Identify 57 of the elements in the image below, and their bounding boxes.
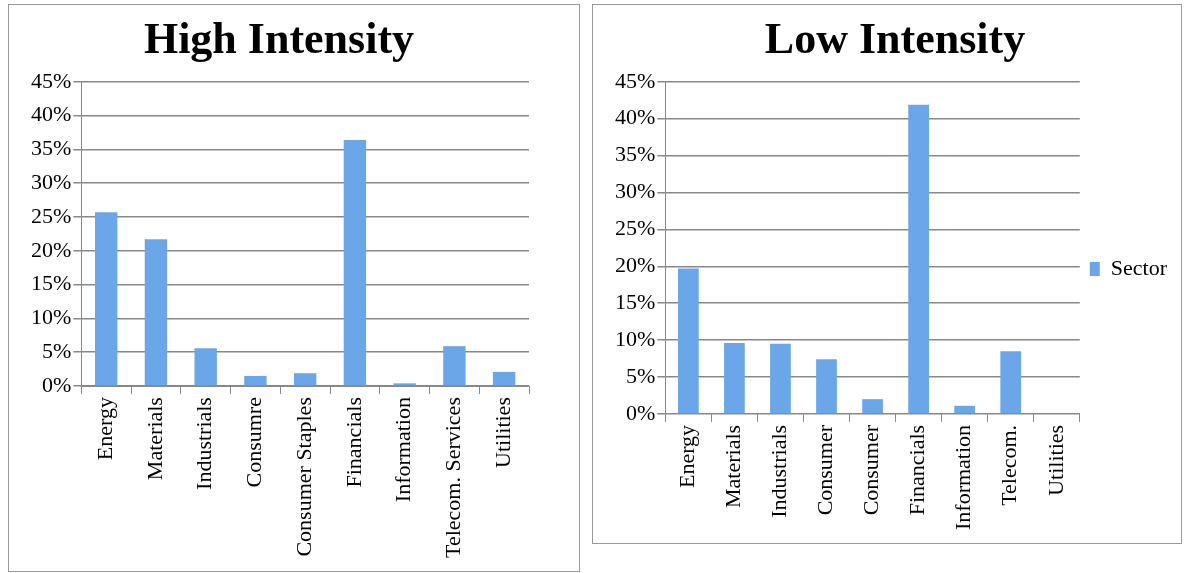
x-tick-label: Information [390, 397, 416, 503]
x-tick-label: Energy [91, 397, 117, 461]
x-tick-label: Telecom. Services [440, 397, 466, 558]
bar [677, 268, 699, 414]
y-tick-label: 15% [31, 270, 72, 296]
x-tick-label: Energy [674, 424, 700, 489]
y-tick-label: 30% [615, 178, 656, 204]
bar [443, 346, 466, 386]
y-tick-label: 25% [615, 215, 656, 241]
chart-title: High Intensity [143, 13, 415, 63]
bar [244, 375, 267, 386]
y-tick-label: 10% [615, 325, 656, 351]
x-tick-label: Telecom. [996, 424, 1022, 506]
y-tick-label: 40% [31, 101, 72, 127]
bar [862, 399, 883, 414]
x-tick-label: Financials [340, 397, 366, 488]
x-tick-label: Utilities [1042, 424, 1068, 496]
x-tick-label: Industrials [766, 424, 792, 518]
bar [908, 104, 929, 414]
x-tick-label: Industrials [191, 397, 217, 490]
y-tick-label: 15% [615, 288, 656, 314]
bar [343, 139, 367, 386]
x-tick-label: Utilities [489, 397, 515, 468]
y-tick-label: 30% [31, 169, 72, 194]
x-tick-label: Materials [720, 424, 746, 509]
x-tick-label: Information [950, 424, 976, 531]
y-tick-label: 10% [31, 304, 72, 330]
bar [293, 373, 317, 386]
y-tick-label: 0% [42, 371, 72, 397]
x-tick-label: Financials [904, 424, 930, 516]
y-tick-label: 0% [626, 399, 656, 425]
x-tick-label: Consumer [812, 424, 838, 516]
y-tick-label: 20% [31, 236, 72, 262]
bar [1000, 351, 1022, 414]
chart-title: Low Intensity [764, 13, 1026, 63]
x-tick-label: Materials [141, 397, 167, 481]
y-tick-label: 35% [615, 141, 656, 167]
bar [816, 359, 837, 414]
bar [954, 405, 976, 414]
bar [95, 212, 118, 386]
y-tick-label: 35% [31, 135, 72, 161]
y-tick-label: 25% [31, 202, 72, 228]
bar [770, 343, 791, 414]
y-tick-label: 45% [31, 67, 72, 93]
y-tick-label: 45% [615, 67, 656, 93]
x-tick-label: Consumre [241, 397, 267, 488]
x-tick-label: Consumer Staples [290, 397, 316, 557]
legend-label: Sector [1110, 254, 1168, 280]
bar [144, 239, 168, 386]
y-tick-label: 5% [626, 362, 656, 388]
y-tick-label: 40% [615, 104, 656, 130]
bar [492, 371, 516, 386]
y-tick-label: 20% [615, 252, 656, 278]
x-tick-label: Consumer [858, 424, 884, 516]
y-tick-label: 5% [42, 338, 72, 364]
bar [724, 343, 745, 414]
bar [194, 348, 217, 386]
